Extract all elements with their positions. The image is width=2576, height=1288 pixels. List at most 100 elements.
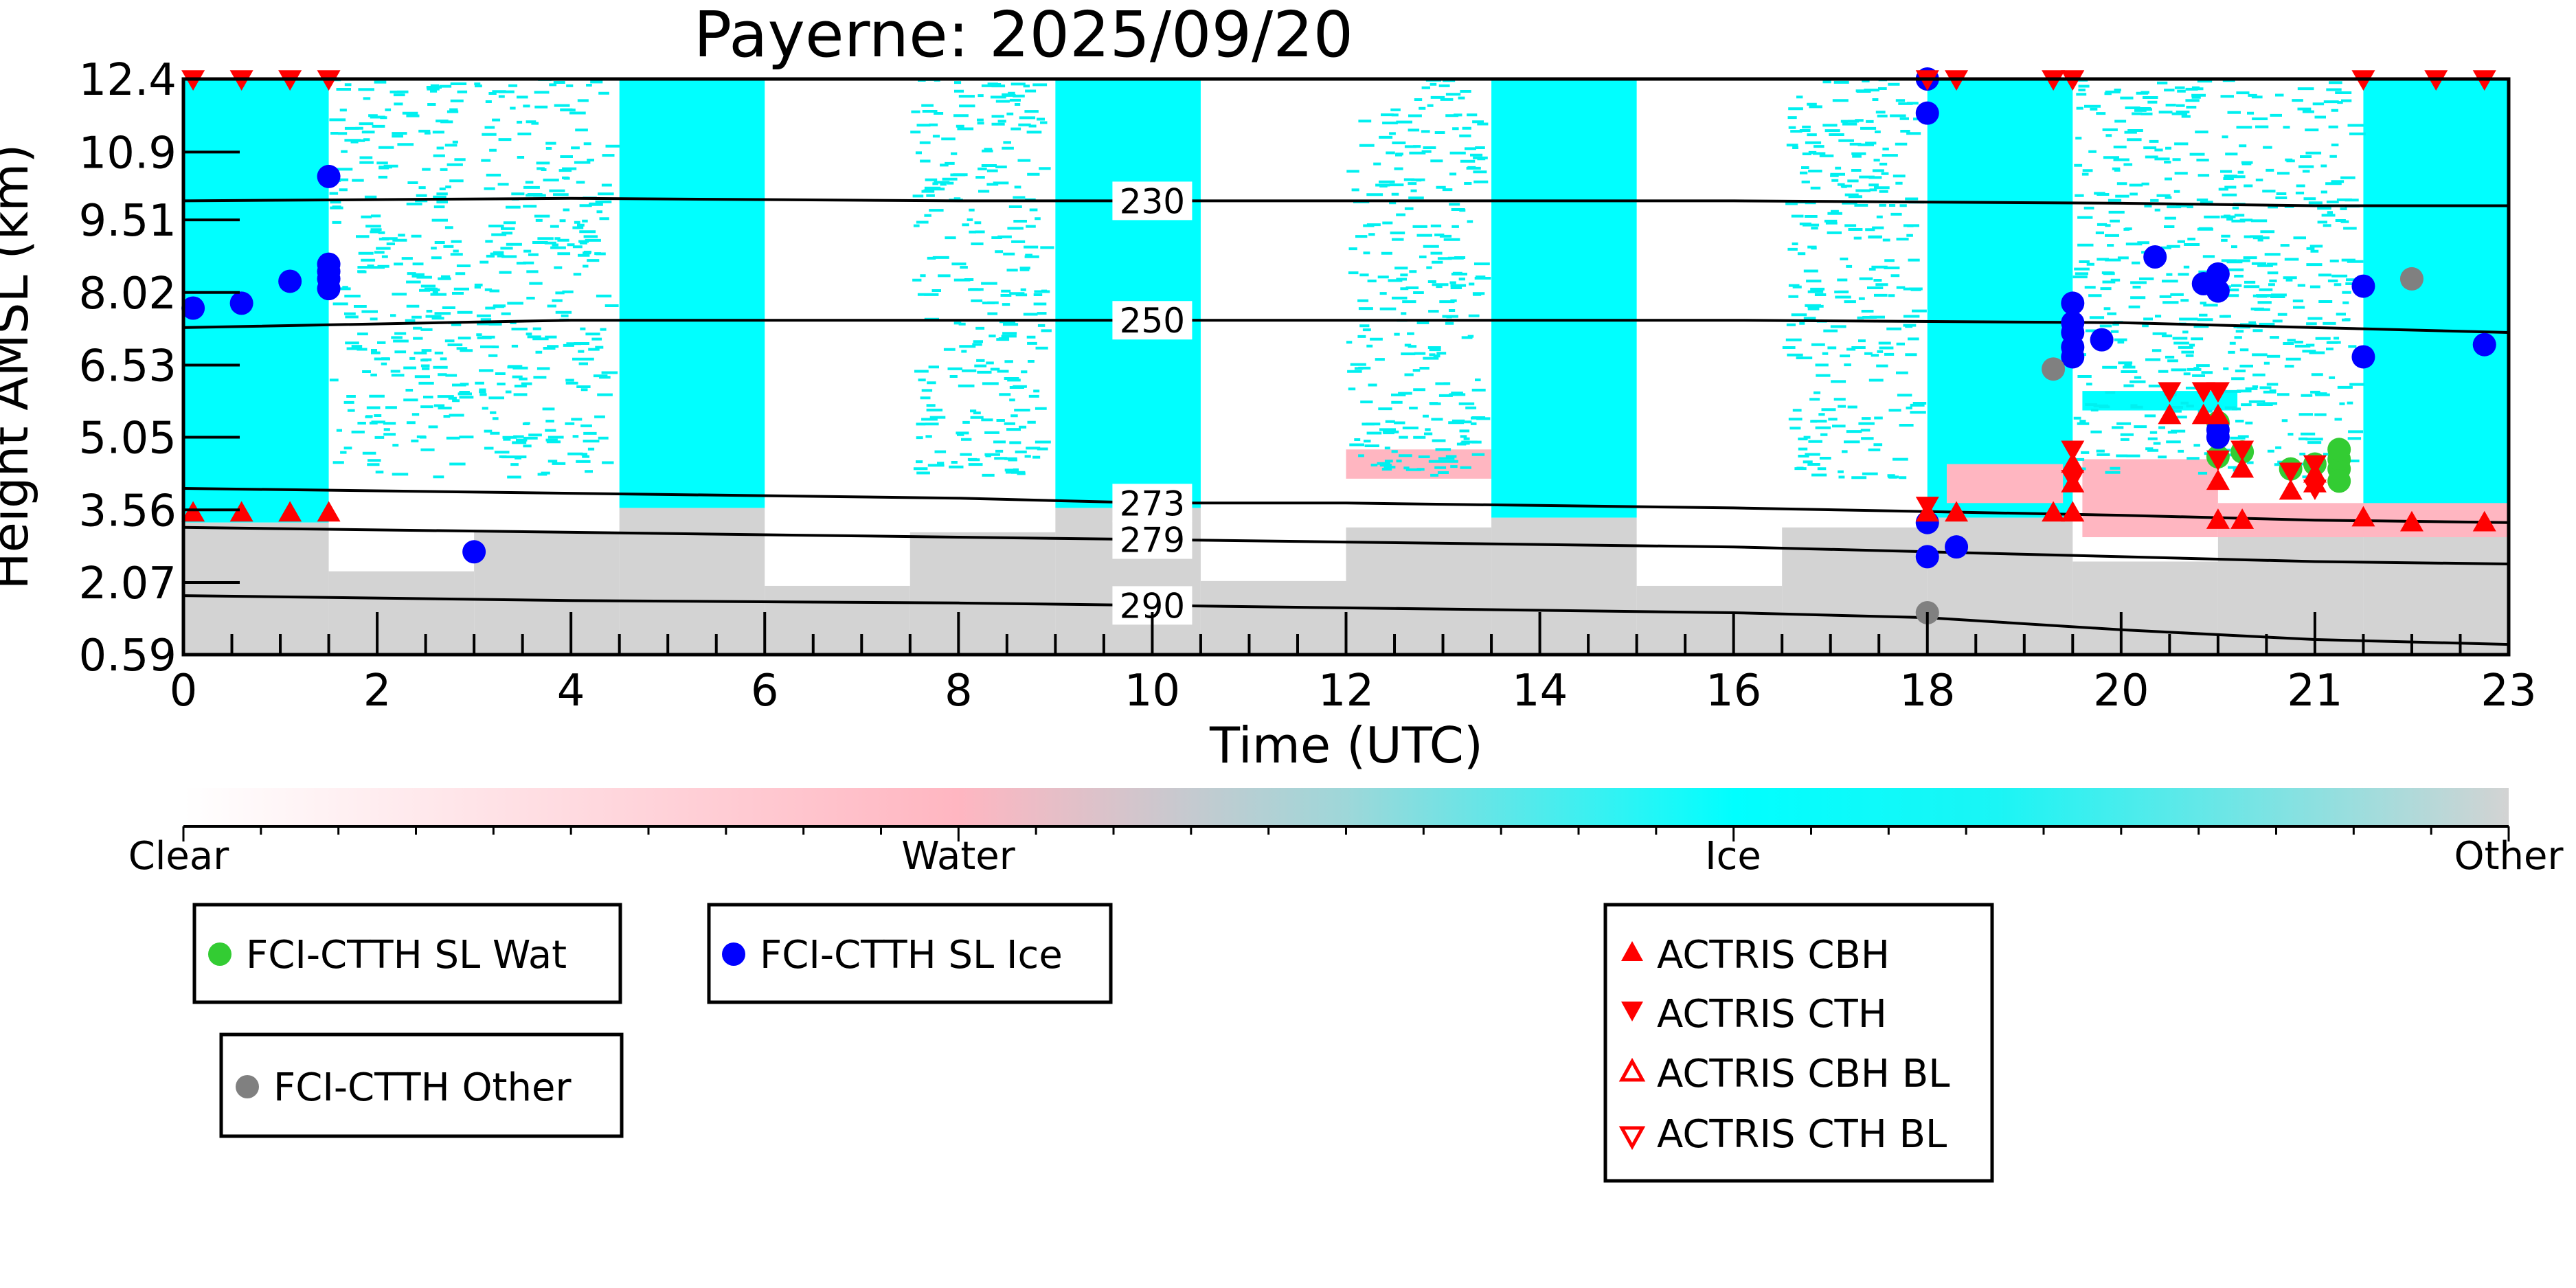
point-fci-ctth-other-0 (2042, 357, 2066, 381)
colorbar-label-water: Water (901, 834, 1016, 879)
point-fci-ctth-sl-ice-25 (2206, 425, 2230, 449)
y-tick-label: 5.05 (79, 414, 177, 464)
legend-marker-wat (208, 942, 231, 966)
phase-region-water-25 (1346, 449, 1492, 479)
sparse-ice-region-6 (2218, 79, 2366, 479)
isotherm-279 (183, 526, 2509, 565)
sparse-ice-region-0 (329, 79, 474, 479)
isotherm-label-250: 250 (1120, 301, 1185, 341)
phase-region-ice-4 (1927, 79, 2073, 518)
legend-label-wat: FCI-CTTH SL Wat (246, 933, 567, 978)
phase-region-other-13 (1200, 580, 1346, 655)
point-actris-cbh-14 (2206, 508, 2230, 529)
x-axis-label: Time (UTC) (1209, 716, 1483, 774)
point-fci-ctth-sl-ice-12 (1915, 545, 1939, 569)
point-actris-cbh-12 (2206, 403, 2230, 425)
phase-region-other-6 (183, 522, 329, 655)
isotherm-250 (183, 319, 2509, 334)
point-fci-ctth-sl-ice-18 (2061, 345, 2085, 369)
legend-label-ice: FCI-CTTH SL Ice (760, 933, 1063, 978)
isotherm-label-273: 273 (1120, 484, 1185, 523)
phase-region-other-15 (1491, 517, 1637, 655)
legend-marker-ice (722, 942, 745, 966)
x-tick-label: 20 (2093, 666, 2149, 716)
point-fci-ctth-sl-ice-2 (278, 269, 302, 293)
x-tick-label: 23 (2481, 666, 2536, 716)
isotherm-label-bg-230 (1112, 181, 1193, 221)
sparse-ice-streaks-2 (910, 79, 1054, 477)
legend-fci-ctth-sl-wat: FCI-CTTH SL Wat (192, 903, 622, 1004)
phase-region-ice-1 (619, 79, 765, 508)
legend-fci-ctth-sl-ice: FCI-CTTH SL Ice (707, 903, 1113, 1004)
point-actris-cth-17 (2303, 455, 2327, 476)
y-axis-ticks: 0.59 2.07 3.56 5.05 6.53 8.02 9.51 10.9 12.4 (79, 55, 240, 681)
point-actris-cth-15 (2230, 440, 2255, 462)
sparse-ice-region-1 (474, 79, 620, 479)
y-tick-label: 3.56 (79, 486, 177, 536)
legend-marker-actris-cth-bl (1618, 1126, 1646, 1151)
x-tick-label: 16 (1706, 666, 1761, 716)
x-tick-label: 10 (1125, 666, 1180, 716)
sparse-ice-region-3 (1346, 79, 1491, 477)
point-fci-ctth-sl-ice-1 (229, 291, 253, 315)
x-tick-label: 4 (557, 666, 585, 716)
point-actris-cbh-5 (1945, 501, 1969, 522)
phase-region-ice-5 (2363, 79, 2509, 523)
legend-marker-other (236, 1075, 259, 1098)
point-fci-ctth-sl-ice-8 (462, 540, 486, 564)
x-tick-label: 18 (1899, 666, 1955, 716)
x-axis-ticks: 0 2 4 6 8 10 12 14 16 18 20 21 23 (170, 612, 2537, 716)
point-fci-ctth-sl-ice-27 (2351, 345, 2375, 369)
colorbar-label-other: Other (2454, 834, 2564, 879)
colorbar-label-ice: Ice (1705, 834, 1761, 879)
isotherm-label-bg-279 (1112, 520, 1193, 559)
point-fci-ctth-sl-wat-7 (2327, 438, 2351, 462)
phase-region-other-10 (765, 585, 910, 655)
sparse-ice-region-4 (1782, 79, 1927, 479)
point-actris-cbh-20 (2351, 506, 2375, 527)
y-tick-label: 8.02 (79, 269, 177, 319)
sparse-ice-region-5 (2072, 79, 2220, 475)
x-tick-label: 8 (945, 666, 973, 716)
phase-region-other-7 (328, 571, 475, 655)
legend-box (219, 1032, 624, 1138)
point-actris-cbh-6 (2042, 501, 2066, 522)
legend-label-actris-cbh-bl: ACTRIS CBH BL (1657, 1052, 1950, 1096)
y-tick-label: 10.9 (79, 128, 177, 179)
point-actris-cth-10 (2061, 470, 2085, 490)
sparse-ice-streaks-5 (2072, 79, 2220, 475)
point-fci-ctth-sl-ice-20 (2143, 245, 2167, 269)
point-fci-ctth-sl-ice-19 (2090, 328, 2114, 352)
colorbar-label-clear: Clear (128, 834, 229, 879)
sparse-ice-streaks (329, 79, 2366, 479)
phase-region-ice-2 (1055, 79, 1201, 508)
point-actris-cbh-9 (2061, 452, 2085, 473)
point-actris-cth-8 (1915, 497, 1939, 517)
legend-box (192, 903, 622, 1004)
legend-box (1603, 903, 1994, 1183)
point-actris-cbh-10 (2158, 403, 2182, 425)
legend-marker-actris-cth (1621, 1002, 1643, 1021)
isotherm-230 (183, 196, 2509, 207)
point-actris-cth-11 (2158, 382, 2182, 403)
y-tick-label: 9.51 (79, 196, 177, 247)
phase-region-other-11 (909, 532, 1056, 655)
isotherm-label-279: 279 (1120, 521, 1185, 561)
point-fci-ctth-sl-ice-10 (1915, 101, 1939, 125)
point-fci-ctth-sl-ice-14 (2061, 291, 2085, 315)
point-fci-ctth-sl-ice-0 (181, 296, 205, 320)
sparse-ice-streaks-3 (1346, 79, 1491, 477)
legend-label-actris-cbh: ACTRIS CBH (1657, 933, 1890, 978)
point-actris-cbh-15 (2230, 457, 2255, 478)
x-tick-label: 2 (363, 666, 392, 716)
point-actris-cbh-22 (2472, 510, 2496, 532)
legend-label-actris-cth-bl: ACTRIS CTH BL (1657, 1112, 1947, 1157)
sparse-ice-region-2 (910, 79, 1054, 477)
point-fci-ctth-sl-ice-28 (2472, 332, 2496, 357)
point-actris-cth-16 (2279, 462, 2303, 484)
x-tick-label: 21 (2287, 666, 2342, 716)
x-tick-label: 14 (1512, 666, 1568, 716)
legend-marker-actris-cbh-bl (1618, 1057, 1646, 1082)
point-actris-cbh-2 (278, 501, 302, 522)
